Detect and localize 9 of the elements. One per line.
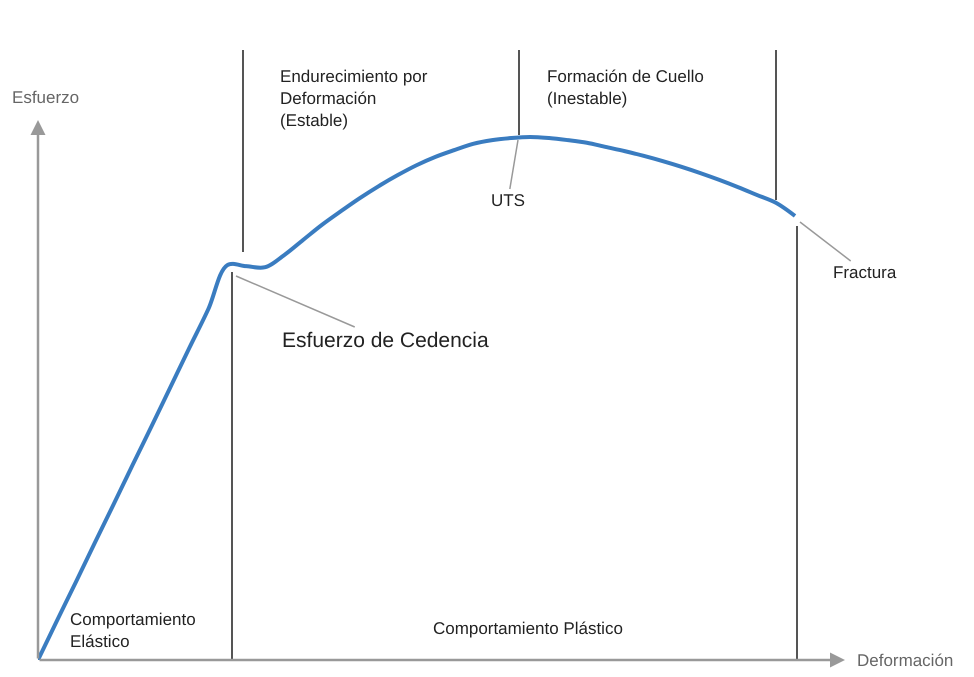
y-axis-title: Esfuerzo (12, 88, 80, 107)
annotation: Fractura (833, 263, 897, 282)
annotation: Comportamiento Elástico (70, 610, 196, 652)
text: Endurecimiento por Deformación (Estable) (280, 67, 428, 130)
annotation: Esfuerzo de Cedencia (282, 329, 489, 352)
x-axis-title: Deformación (857, 651, 954, 670)
annotation: UTS (491, 191, 525, 210)
text: Formación de Cuello (Inestable) (547, 67, 704, 108)
annotation: Comportamiento Plástico (433, 619, 623, 638)
